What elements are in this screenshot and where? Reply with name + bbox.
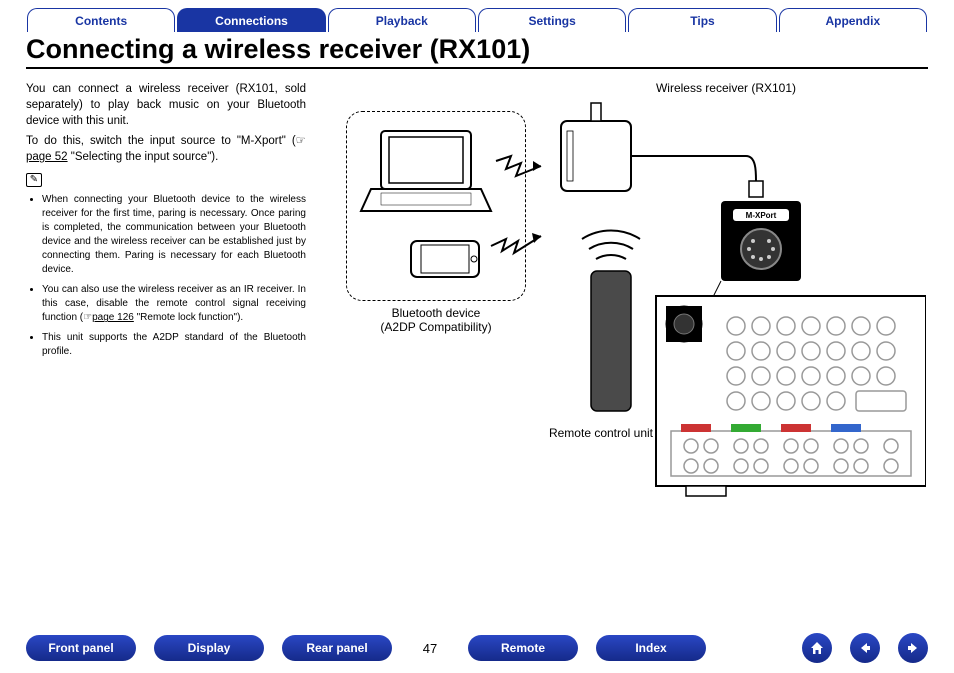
btn-remote[interactable]: Remote: [468, 635, 578, 661]
main-content: Connecting a wireless receiver (RX101) Y…: [0, 34, 954, 521]
tab-connections[interactable]: Connections: [177, 8, 325, 32]
para2-post: "Selecting the input source").: [68, 151, 219, 163]
bottom-bar: Front panel Display Rear panel 47 Remote…: [0, 633, 954, 663]
btn-index[interactable]: Index: [596, 635, 706, 661]
link-page-126[interactable]: page 126: [92, 312, 134, 323]
intro-para-2: To do this, switch the input source to "…: [26, 133, 306, 165]
top-tabs: Contents Connections Playback Settings T…: [0, 0, 954, 34]
arrow-left-icon: [858, 641, 872, 655]
page-title: Connecting a wireless receiver (RX101): [26, 34, 928, 69]
tab-tips[interactable]: Tips: [628, 8, 776, 32]
bullet-list: When connecting your Bluetooth device to…: [26, 193, 306, 359]
remote-icon: [582, 231, 640, 411]
bullet2-post: "Remote lock function").: [134, 312, 243, 323]
tab-settings[interactable]: Settings: [478, 8, 626, 32]
note-icon: ✎: [26, 173, 42, 187]
para2-pre: To do this, switch the input source to "…: [26, 135, 306, 147]
tab-playback[interactable]: Playback: [328, 8, 476, 32]
tab-contents[interactable]: Contents: [27, 8, 175, 32]
laptop-icon: [361, 131, 491, 211]
btn-display[interactable]: Display: [154, 635, 264, 661]
btn-prev[interactable]: [850, 633, 880, 663]
label-bluetooth: Bluetooth device (A2DP Compatibility): [346, 306, 526, 334]
btn-home[interactable]: [802, 633, 832, 663]
diagram: Wireless receiver (RX101): [326, 81, 928, 521]
btn-rear-panel[interactable]: Rear panel: [282, 635, 392, 661]
mxport-label: M-XPort: [746, 211, 777, 220]
diagram-svg: M-XPort: [326, 81, 926, 521]
bullet-1: When connecting your Bluetooth device to…: [42, 193, 306, 277]
page-number: 47: [410, 641, 450, 656]
label-remote: Remote control unit: [521, 426, 681, 440]
tab-appendix[interactable]: Appendix: [779, 8, 927, 32]
btn-next[interactable]: [898, 633, 928, 663]
bullet-2: You can also use the wireless receiver a…: [42, 283, 306, 325]
phone-icon: [411, 241, 479, 277]
receiver-icon: [561, 103, 763, 197]
left-column: You can connect a wireless receiver (RX1…: [26, 81, 306, 521]
home-icon: [809, 640, 825, 656]
link-page-52[interactable]: page 52: [26, 151, 68, 163]
arrow-right-icon: [906, 641, 920, 655]
unit-rear-panel: [656, 296, 926, 496]
intro-para-1: You can connect a wireless receiver (RX1…: [26, 81, 306, 129]
btn-front-panel[interactable]: Front panel: [26, 635, 136, 661]
bullet-3: This unit supports the A2DP standard of …: [42, 331, 306, 359]
content-row: You can connect a wireless receiver (RX1…: [26, 81, 928, 521]
